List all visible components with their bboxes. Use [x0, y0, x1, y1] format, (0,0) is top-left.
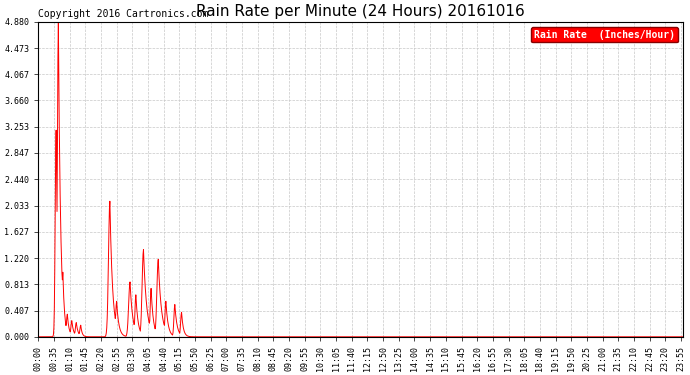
Title: Rain Rate per Minute (24 Hours) 20161016: Rain Rate per Minute (24 Hours) 20161016 — [196, 4, 525, 19]
Legend: Rain Rate  (Inches/Hour): Rain Rate (Inches/Hour) — [531, 27, 678, 42]
Text: Copyright 2016 Cartronics.com: Copyright 2016 Cartronics.com — [38, 9, 208, 19]
